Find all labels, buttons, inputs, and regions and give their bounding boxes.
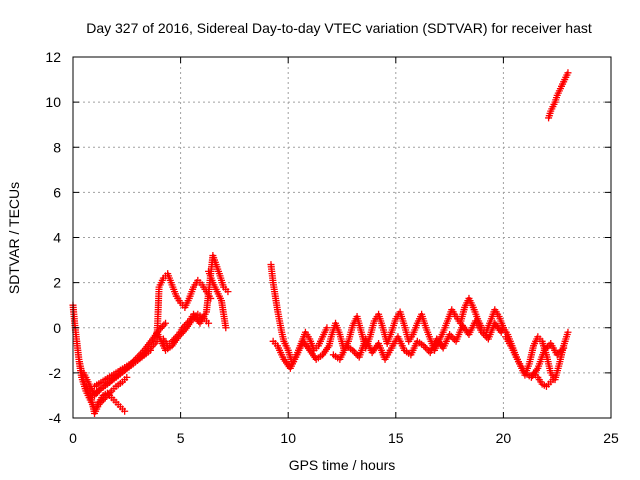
data-point: [352, 350, 360, 358]
data-series-points: [69, 69, 572, 417]
data-point: [423, 345, 431, 353]
x-tick-label: 10: [280, 430, 296, 446]
data-point: [564, 69, 572, 77]
data-point: [160, 321, 168, 329]
data-point: [564, 328, 572, 336]
data-point: [205, 319, 213, 327]
data-point: [123, 373, 131, 381]
data-point: [222, 324, 230, 332]
y-tick-label: 8: [53, 139, 61, 155]
axes: 0 5 10 15 20 25 -4 -2 0 2 4 6 8 10 12: [45, 49, 619, 446]
data-point: [560, 344, 568, 352]
x-tick-label: 20: [496, 430, 512, 446]
x-tick-label: 5: [177, 430, 185, 446]
y-tick-label: 4: [53, 230, 61, 246]
y-tick-label: 0: [53, 320, 61, 336]
x-tick-label: 0: [69, 430, 77, 446]
y-tick-label: 12: [45, 49, 61, 65]
data-point: [105, 390, 113, 398]
data-point: [551, 373, 559, 381]
y-tick-label: 10: [45, 94, 61, 110]
y-tick-label: 2: [53, 275, 61, 291]
data-point: [323, 324, 331, 332]
data-point: [158, 323, 166, 331]
chart-title: Day 327 of 2016, Sidereal Day-to-day VTE…: [86, 20, 592, 36]
data-point: [449, 334, 457, 342]
y-tick-label: -4: [49, 410, 62, 426]
y-tick-label: -2: [49, 365, 62, 381]
data-point: [224, 288, 232, 296]
y-tick-label: 6: [53, 184, 61, 200]
y-axis-label: SDTVAR / TECUs: [6, 182, 22, 294]
x-tick-label: 15: [388, 430, 404, 446]
data-point: [121, 407, 129, 415]
data-point: [162, 319, 170, 327]
x-axis-label: GPS time / hours: [289, 457, 396, 473]
grid-lines: [73, 57, 611, 418]
x-tick-label: 25: [603, 430, 619, 446]
data-point: [98, 397, 106, 405]
